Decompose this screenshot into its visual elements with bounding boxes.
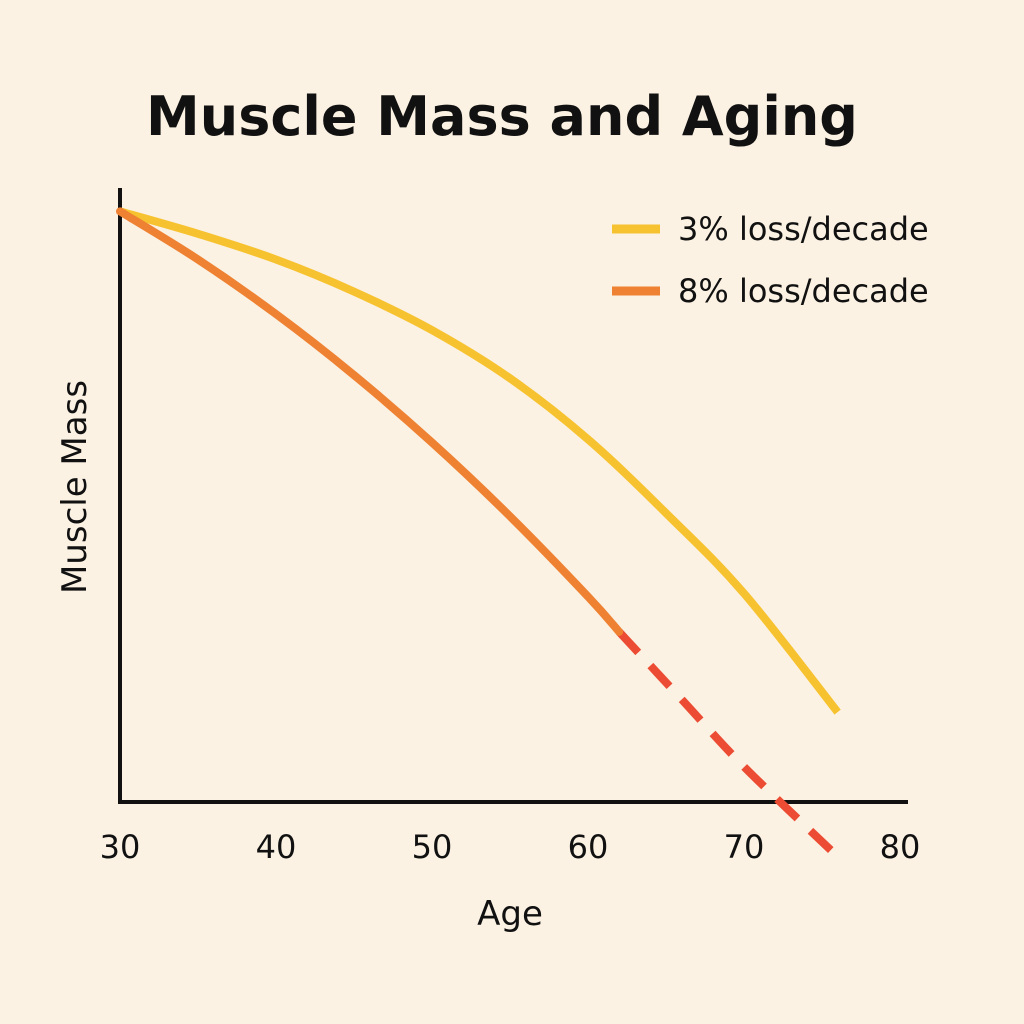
x-tick-label: 30: [100, 828, 141, 866]
series-line-2: [116, 207, 624, 636]
x-axis-label: Age: [477, 894, 543, 934]
x-tick-label: 40: [256, 828, 297, 866]
legend-label: 3% loss/decade: [678, 210, 929, 248]
series-line-1: [118, 207, 841, 715]
x-tick-label: 60: [568, 828, 609, 866]
x-tick-label: 50: [412, 828, 453, 866]
x-tick-labels: 30 40 50 60 70 80: [100, 828, 921, 866]
legend-label: 8% loss/decade: [678, 272, 929, 310]
series-layer: [116, 207, 841, 860]
x-tick-label: 70: [724, 828, 765, 866]
series-line-2-dashed: [616, 629, 841, 860]
legend: 3% loss/decade 8% loss/decade: [612, 210, 929, 310]
chart-title: Muscle Mass and Aging: [146, 85, 858, 148]
y-axis-label: Muscle Mass: [55, 380, 95, 594]
x-tick-label: 80: [880, 828, 921, 866]
